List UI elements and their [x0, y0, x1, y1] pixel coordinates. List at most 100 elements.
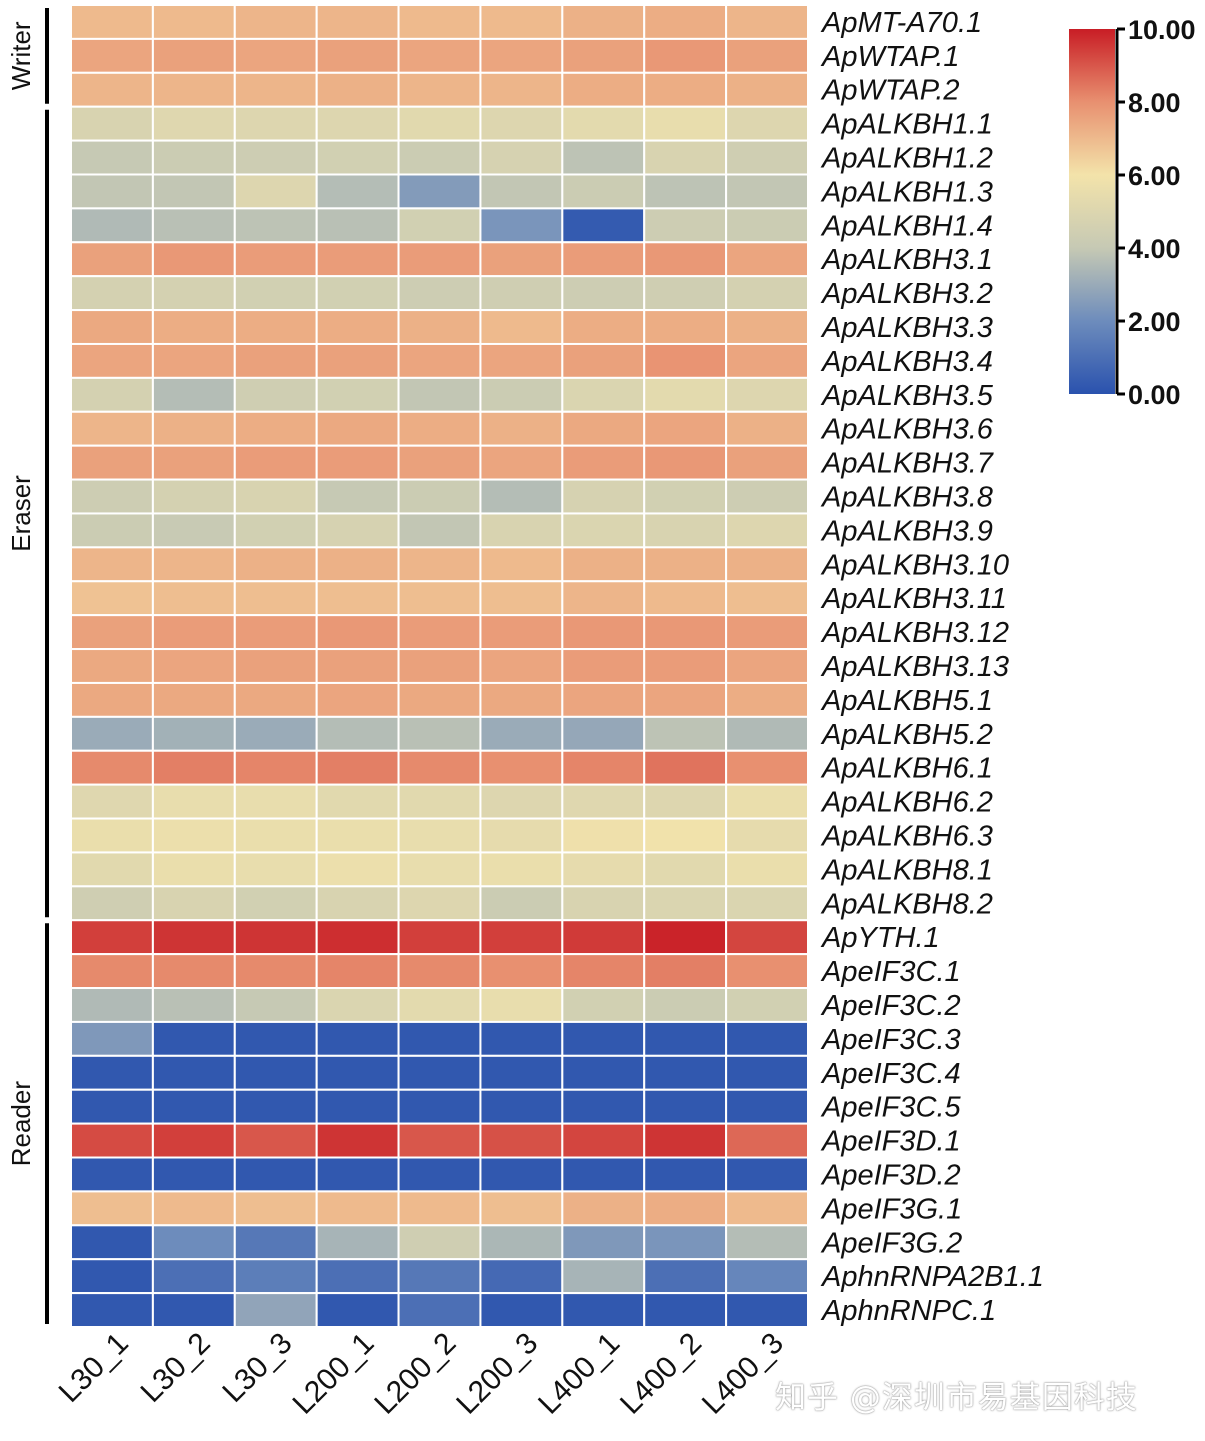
heatmap-cell [561, 749, 646, 786]
heatmap-cell [233, 241, 318, 278]
heatmap-cell [70, 919, 154, 956]
heatmap-cell [315, 37, 400, 74]
colorbar [1069, 29, 1115, 394]
heatmap-cell [643, 783, 728, 820]
heatmap-cell [70, 1292, 154, 1328]
heatmap-cell [397, 376, 482, 413]
heatmap-cell [70, 885, 154, 922]
row-label: ApALKBH1.3 [820, 176, 993, 208]
row-label: ApALKBH3.4 [820, 346, 993, 378]
heatmap-cell [725, 1190, 809, 1227]
row-label: ApALKBH3.11 [820, 583, 1007, 615]
heatmap-cell [151, 444, 236, 481]
heatmap-cell [151, 614, 236, 651]
heatmap-cell [561, 546, 646, 583]
row-label: ApALKBH3.6 [820, 414, 994, 446]
heatmap-cell [233, 1054, 318, 1091]
heatmap-cell [315, 681, 400, 718]
heatmap-cell [397, 1258, 482, 1295]
heatmap-cell [725, 1054, 809, 1091]
heatmap-cell [233, 275, 318, 312]
row-label: ApALKBH3.9 [820, 515, 993, 547]
heatmap-cell [70, 1156, 154, 1193]
heatmap-cell [479, 715, 564, 752]
heatmap-cell [725, 1258, 809, 1295]
heatmap-cell [315, 1156, 400, 1193]
heatmap-cell [561, 207, 646, 244]
row-label: AphnRNPA2B1.1 [820, 1261, 1044, 1293]
heatmap-cell [561, 4, 646, 40]
heatmap-cell [561, 512, 646, 549]
heatmap-cell [561, 376, 646, 413]
heatmap-cell [70, 71, 154, 108]
heatmap-cell [233, 1258, 318, 1295]
heatmap-cell [725, 783, 809, 820]
heatmap-cell [315, 715, 400, 752]
heatmap-cell [725, 1292, 809, 1328]
heatmap-cell [479, 1292, 564, 1328]
row-label: ApeIF3D.2 [820, 1159, 961, 1191]
heatmap-cell [233, 1020, 318, 1057]
colorbar-tick-label: 10.00 [1128, 15, 1196, 45]
heatmap-cell [315, 342, 400, 379]
heatmap-cell [397, 512, 482, 549]
row-label: ApALKBH3.1 [820, 244, 993, 276]
colorbar-tick-label: 0.00 [1128, 380, 1181, 410]
heatmap-cell [233, 919, 318, 956]
heatmap-cell [725, 817, 809, 854]
heatmap-cell [397, 1020, 482, 1057]
heatmap-cell [151, 783, 236, 820]
heatmap-cell [70, 105, 154, 142]
heatmap-cell [233, 512, 318, 549]
heatmap-cell [233, 614, 318, 651]
heatmap-cell [151, 919, 236, 956]
heatmap-cell [643, 681, 728, 718]
heatmap-cell [561, 614, 646, 651]
row-label: ApALKBH3.13 [820, 651, 1009, 683]
heatmap-cell [397, 851, 482, 888]
row-label: ApWTAP.1 [820, 41, 960, 73]
heatmap-cell [151, 1292, 236, 1328]
heatmap-cell [397, 444, 482, 481]
heatmap-cell [479, 1122, 564, 1159]
heatmap-cell [725, 139, 809, 176]
heatmap-cell [479, 241, 564, 278]
heatmap-cell [233, 681, 318, 718]
heatmap-cell [725, 546, 809, 583]
heatmap-cell [725, 580, 809, 617]
heatmap-cell [151, 410, 236, 447]
heatmap-cell [725, 444, 809, 481]
heatmap-cell [479, 1190, 564, 1227]
row-label: ApALKBH1.1 [820, 109, 993, 141]
column-label: L400_1 [532, 1327, 626, 1421]
heatmap-cell [315, 1190, 400, 1227]
heatmap-cell [397, 342, 482, 379]
heatmap-cell [233, 139, 318, 176]
heatmap-cell [643, 444, 728, 481]
heatmap-cell [397, 953, 482, 990]
heatmap-cell [233, 885, 318, 922]
heatmap-cell [233, 851, 318, 888]
heatmap-cell [479, 139, 564, 176]
row-label: ApALKBH3.5 [820, 380, 994, 412]
heatmap-cell [479, 309, 564, 345]
heatmap-cell [725, 749, 809, 786]
heatmap-cell [151, 817, 236, 854]
heatmap-cell [315, 1292, 400, 1328]
heatmap-cell [233, 410, 318, 447]
heatmap-cell [233, 71, 318, 108]
heatmap-cell [561, 851, 646, 888]
heatmap-cell [725, 512, 809, 549]
heatmap-cell [479, 71, 564, 108]
heatmap-cell [151, 885, 236, 922]
heatmap-cell [70, 783, 154, 820]
heatmap-cell [643, 1122, 728, 1159]
heatmap-cell [725, 681, 809, 718]
heatmap-cell [725, 648, 809, 684]
heatmap-cell [397, 749, 482, 786]
heatmap-cell [315, 139, 400, 176]
heatmap-cell [561, 1292, 646, 1328]
heatmap-cell [643, 817, 728, 854]
heatmap-cell [479, 1088, 564, 1125]
heatmap-cell [151, 749, 236, 786]
